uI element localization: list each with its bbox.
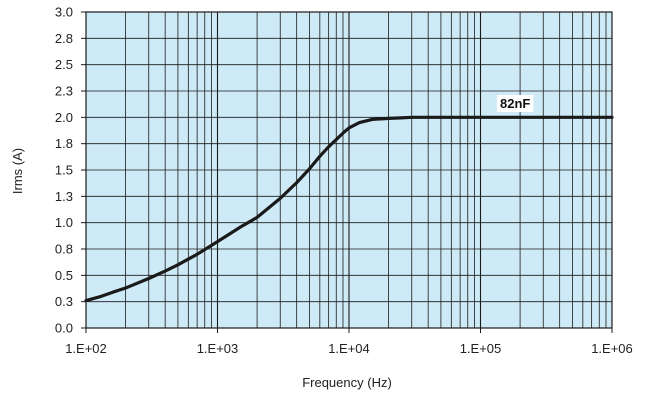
x-tick-label: 1.E+06 — [591, 341, 633, 356]
series-label-background — [497, 95, 534, 112]
x-tick-label: 1.E+05 — [460, 341, 502, 356]
y-tick-label: 2.8 — [55, 31, 73, 46]
series-label-82nf: 82nF — [500, 96, 530, 111]
y-tick-label: 1.5 — [55, 163, 73, 178]
y-tick-label: 3.0 — [55, 5, 73, 20]
x-tick-label: 1.E+02 — [65, 341, 107, 356]
y-tick-label: 1.3 — [55, 189, 73, 204]
series-line-82nf — [84, 115, 614, 303]
x-tick-label: 1.E+04 — [328, 341, 370, 356]
y-tick-label: 1.8 — [55, 136, 73, 151]
y-axis-title: Irms (A) — [10, 148, 25, 194]
y-tick-label: 0.5 — [55, 268, 73, 283]
x-axis-title: Frequency (Hz) — [302, 375, 392, 390]
x-tick-label: 1.E+03 — [197, 341, 239, 356]
y-tick-label: 0.8 — [55, 242, 73, 257]
y-tick-label: 2.3 — [55, 84, 73, 99]
y-tick-label: 0.0 — [55, 321, 73, 336]
y-tick-label: 1.0 — [55, 215, 73, 230]
y-tick-label: 2.5 — [55, 57, 73, 72]
y-tick-label: 2.0 — [55, 110, 73, 125]
y-tick-label: 0.3 — [55, 294, 73, 309]
